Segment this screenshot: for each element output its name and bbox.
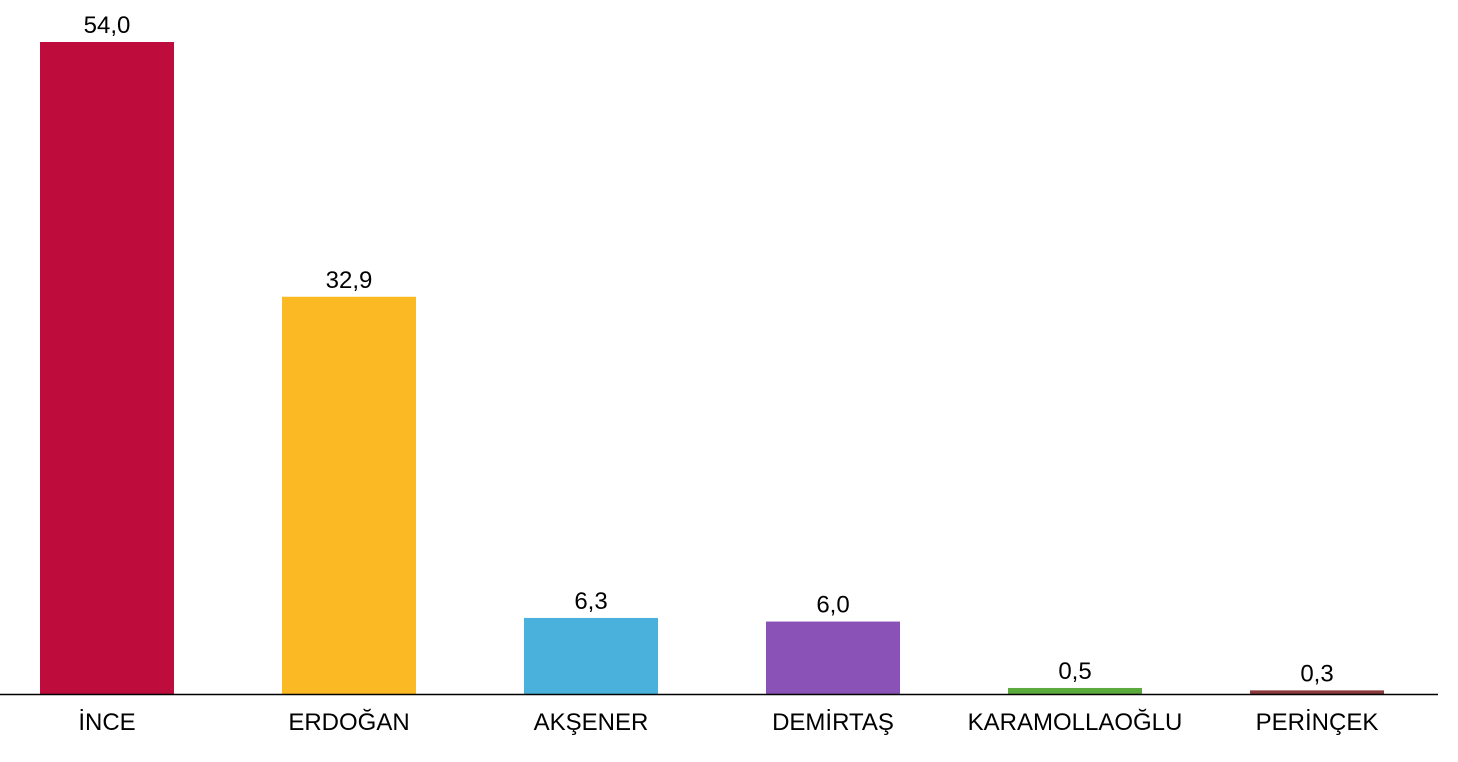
category-label-4: DEMİRTAŞ	[772, 709, 894, 736]
bar-3	[524, 617, 658, 694]
bar-1	[40, 42, 174, 694]
bar-5	[1008, 687, 1142, 694]
bars-layer	[40, 42, 1384, 694]
bar-2	[282, 296, 416, 694]
category-label-2: ERDOĞAN	[288, 709, 409, 736]
value-label-1: 54,0	[84, 12, 131, 39]
value-label-5: 0,5	[1058, 658, 1091, 685]
value-label-6: 0,3	[1300, 660, 1333, 687]
value-label-4: 6,0	[816, 592, 849, 619]
bar-4	[766, 621, 900, 694]
category-label-1: İNCE	[78, 709, 135, 736]
value-label-3: 6,3	[574, 588, 607, 615]
category-labels-layer: İNCE ERDOĞAN AKŞENER DEMİRTAŞ KARAMOLLAOĞLU P…	[78, 709, 1378, 736]
value-labels-layer: 54,0 32,9 6,3 6,0 0,5 0,3	[84, 12, 1334, 687]
value-label-2: 32,9	[326, 267, 373, 294]
category-label-5: KARAMOLLAOĞLU	[968, 709, 1183, 736]
category-label-3: AKŞENER	[534, 709, 649, 736]
bar-6	[1250, 690, 1384, 694]
category-label-6: PERİNÇEK	[1256, 709, 1379, 736]
